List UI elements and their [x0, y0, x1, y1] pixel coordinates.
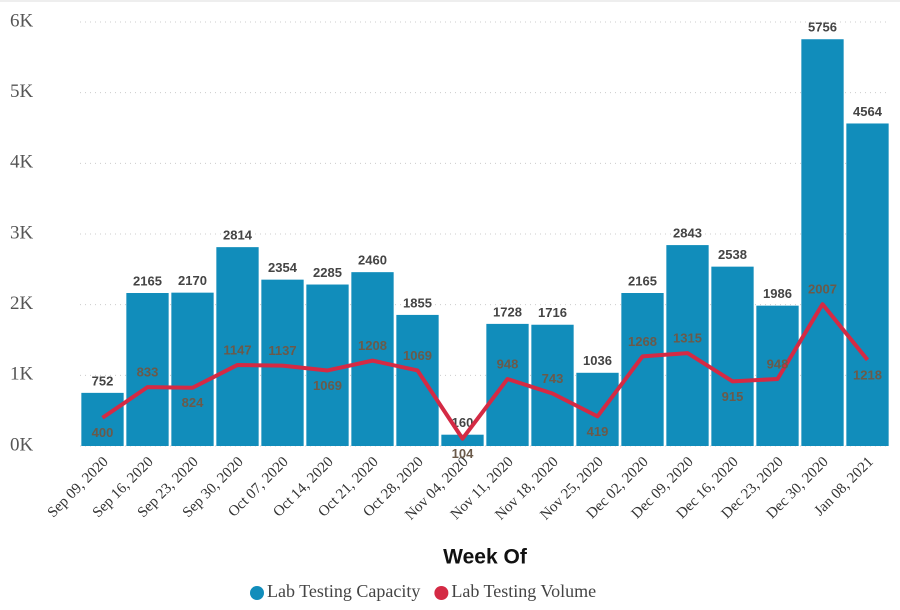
line-value-label: 1268	[628, 334, 657, 349]
bar-value-label: 5756	[808, 20, 837, 35]
legend-label: Lab Testing Volume	[451, 581, 596, 601]
bar	[306, 284, 349, 446]
line-value-label: 2007	[808, 282, 837, 297]
bar-value-label: 1036	[583, 353, 612, 368]
bar	[666, 245, 709, 446]
line-value-label: 1218	[853, 367, 882, 382]
line-value-label: 1147	[223, 342, 251, 357]
bar-value-label: 1986	[763, 286, 792, 301]
bar-value-label: 2354	[268, 260, 298, 275]
bar	[81, 392, 124, 446]
bar-value-label: 2165	[628, 273, 657, 288]
line-value-label: 948	[497, 356, 519, 371]
bar-value-label: 2538	[718, 247, 747, 262]
line-value-label: 915	[722, 389, 744, 404]
bar-value-label: 1855	[403, 295, 432, 310]
bar	[801, 39, 844, 446]
bar-value-label: 1716	[538, 305, 567, 320]
bar-value-label: 160	[452, 415, 474, 430]
x-axis-title: Week Of	[443, 546, 528, 569]
bar-value-label: 2285	[313, 265, 342, 280]
line-value-label: 948	[767, 356, 789, 371]
y-tick-label: 2K	[10, 293, 34, 314]
bar-value-label: 752	[92, 373, 114, 388]
y-tick-label: 5K	[10, 81, 34, 102]
bar	[126, 293, 169, 446]
y-tick-label: 1K	[10, 364, 34, 385]
legend-marker	[434, 586, 449, 600]
y-tick-label: 0K	[10, 434, 34, 455]
line-value-label: 400	[92, 425, 114, 440]
bar-value-label: 2170	[178, 273, 207, 288]
line-value-label: 419	[587, 424, 609, 439]
line-value-label: 833	[137, 365, 159, 380]
bar-value-label: 2165	[133, 273, 162, 288]
y-tick-label: 6K	[10, 10, 34, 31]
bar-value-label: 1728	[493, 304, 522, 319]
bar	[261, 279, 304, 446]
line-value-label: 824	[182, 395, 204, 410]
bar	[621, 293, 664, 446]
bar-value-label: 4564	[853, 104, 883, 119]
line-value-label: 1069	[403, 348, 432, 363]
bar-value-label: 2460	[358, 253, 387, 268]
bar	[216, 247, 259, 446]
line-value-label: 1315	[673, 331, 702, 346]
line-value-label: 104	[452, 446, 474, 461]
bar-value-label: 2843	[673, 226, 702, 241]
line-value-label: 1069	[313, 378, 342, 393]
y-tick-label: 3K	[10, 222, 34, 243]
y-tick-label: 4K	[10, 152, 34, 173]
bar	[846, 123, 889, 447]
legend-label: Lab Testing Capacity	[267, 581, 420, 601]
bar-value-label: 2814	[223, 228, 253, 243]
line-value-label: 743	[542, 371, 564, 386]
legend-marker	[250, 586, 264, 600]
line-value-label: 1137	[268, 343, 296, 358]
bar	[711, 266, 754, 446]
bar	[396, 314, 439, 446]
line	[101, 302, 870, 441]
line-value-label: 1208	[358, 338, 387, 353]
bar	[171, 292, 214, 446]
bar	[531, 324, 574, 446]
